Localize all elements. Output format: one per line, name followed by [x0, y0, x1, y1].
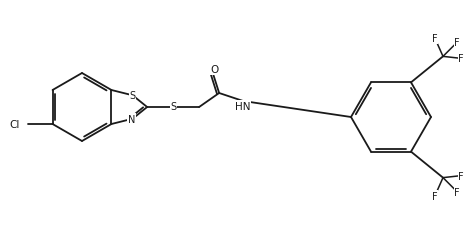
Text: HN: HN [235, 101, 251, 112]
Text: F: F [458, 171, 464, 181]
Text: F: F [432, 191, 438, 201]
Text: F: F [454, 187, 460, 197]
Text: S: S [130, 91, 136, 101]
Text: F: F [458, 54, 464, 64]
Text: O: O [210, 65, 218, 75]
Text: N: N [128, 114, 135, 124]
Text: F: F [454, 38, 460, 48]
Text: F: F [432, 34, 438, 44]
Text: Cl: Cl [9, 119, 20, 129]
Text: S: S [170, 102, 176, 112]
